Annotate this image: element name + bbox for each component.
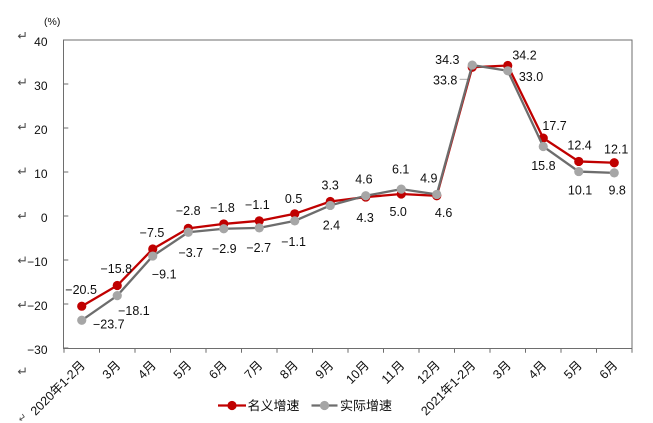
svg-text:0.5: 0.5 <box>285 192 302 206</box>
svg-text:33.0: 33.0 <box>519 70 543 84</box>
svg-text:−2.9: −2.9 <box>212 242 237 256</box>
svg-text:15.8: 15.8 <box>531 159 555 173</box>
svg-text:−1.1: −1.1 <box>245 198 270 212</box>
svg-text:12.4: 12.4 <box>567 139 591 153</box>
svg-text:−20.5: −20.5 <box>65 283 97 297</box>
svg-text:−20: −20 <box>27 299 48 313</box>
svg-text:(%): (%) <box>44 16 60 28</box>
svg-text:34.2: 34.2 <box>512 49 536 63</box>
svg-text:−18.1: −18.1 <box>118 304 150 318</box>
svg-text:20: 20 <box>34 123 48 137</box>
svg-text:−2.8: −2.8 <box>176 204 201 218</box>
svg-text:4.6: 4.6 <box>355 173 372 187</box>
svg-text:40: 40 <box>34 35 48 49</box>
svg-text:33.8: 33.8 <box>433 73 457 87</box>
svg-text:30: 30 <box>34 79 48 93</box>
svg-text:4.3: 4.3 <box>356 211 373 225</box>
svg-text:4.9: 4.9 <box>420 171 437 185</box>
svg-text:34.3: 34.3 <box>435 53 459 67</box>
svg-text:−3.7: −3.7 <box>178 246 203 260</box>
svg-text:9.8: 9.8 <box>609 183 626 197</box>
svg-text:17.7: 17.7 <box>542 119 566 133</box>
svg-text:10.1: 10.1 <box>568 183 592 197</box>
svg-text:2.4: 2.4 <box>323 218 340 232</box>
svg-text:−2.7: −2.7 <box>246 241 271 255</box>
svg-text:−1.1: −1.1 <box>281 235 306 249</box>
svg-text:4.6: 4.6 <box>435 206 452 220</box>
svg-text:5.0: 5.0 <box>390 205 407 219</box>
svg-text:0: 0 <box>41 211 48 225</box>
svg-text:−7.5: −7.5 <box>140 226 165 240</box>
svg-text:6.1: 6.1 <box>392 163 409 177</box>
svg-text:−23.7: −23.7 <box>93 317 125 331</box>
svg-text:−15.8: −15.8 <box>100 262 132 276</box>
svg-text:−10: −10 <box>27 255 48 269</box>
svg-text:−30: −30 <box>27 343 48 357</box>
svg-text:−9.1: −9.1 <box>152 268 177 282</box>
svg-text:10: 10 <box>34 167 48 181</box>
svg-text:12.1: 12.1 <box>604 143 628 157</box>
svg-text:3.3: 3.3 <box>322 179 339 193</box>
svg-text:−1.8: −1.8 <box>210 201 235 215</box>
